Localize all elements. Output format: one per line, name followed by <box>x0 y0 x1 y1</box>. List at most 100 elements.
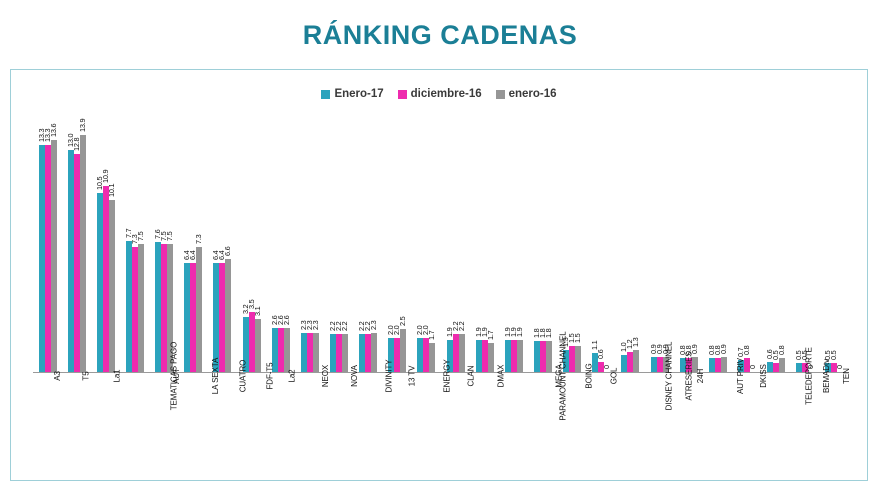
legend-item-diciembre-16[interactable]: diciembre-16 <box>397 88 482 100</box>
bar-value-label: 0.8 <box>777 345 787 356</box>
bar-value-label: 10.1 <box>106 183 116 197</box>
bar[interactable]: 0.9 <box>719 344 728 372</box>
x-axis-tick-label: NOVA <box>349 365 359 387</box>
bar[interactable]: 1.9 <box>503 327 512 372</box>
bar[interactable]: 0.9 <box>655 344 664 372</box>
bar[interactable]: 3.5 <box>247 300 256 372</box>
bar[interactable]: 7.5 <box>159 231 168 372</box>
bar[interactable]: 1.9 <box>474 327 483 372</box>
bar[interactable]: 2.5 <box>398 317 407 372</box>
bar[interactable]: 2.0 <box>421 325 430 372</box>
bar[interactable]: 2.6 <box>270 315 279 372</box>
bar[interactable]: 0.5 <box>794 351 803 372</box>
bar[interactable]: 7.3 <box>194 235 203 372</box>
bar-group: 1.0 1.2 1.3 <box>616 116 645 372</box>
bar[interactable]: 2.2 <box>334 322 343 372</box>
bar-value-label: 0.6 <box>596 349 606 359</box>
bar[interactable]: 6.4 <box>211 250 220 372</box>
bar[interactable]: 1.5 <box>573 334 582 372</box>
bar[interactable]: 0.5 <box>771 351 780 372</box>
bar[interactable]: 1.9 <box>480 327 489 372</box>
bar[interactable]: 2.2 <box>451 322 460 372</box>
bar[interactable]: 6.6 <box>223 247 232 372</box>
bar[interactable]: 1.3 <box>631 337 640 372</box>
bar[interactable]: 3.1 <box>253 307 262 372</box>
bar[interactable]: 7.7 <box>124 228 133 372</box>
bar[interactable]: 1.3 <box>561 337 570 372</box>
bar[interactable]: 0.5 <box>800 351 809 372</box>
bar[interactable]: 2.2 <box>457 322 466 372</box>
bar[interactable]: 0.5 <box>829 351 838 372</box>
bar[interactable]: 1.8 <box>544 329 553 372</box>
bar[interactable]: 1.2 <box>625 339 634 372</box>
bar[interactable]: 2.2 <box>357 322 366 372</box>
bar[interactable]: 2.3 <box>299 320 308 372</box>
bar[interactable]: 7.5 <box>136 231 145 372</box>
bar[interactable]: 2.2 <box>340 322 349 372</box>
bar[interactable]: 0.8 <box>742 346 751 372</box>
bar[interactable]: 0.6 <box>765 349 774 372</box>
bar[interactable]: 2.6 <box>282 315 291 372</box>
legend-item-enero-16[interactable]: enero-16 <box>495 88 557 100</box>
bar-cluster: 6.4 6.4 6.6 <box>211 116 232 372</box>
bar[interactable]: 10.9 <box>101 170 110 372</box>
bar[interactable]: 6.4 <box>182 250 191 372</box>
bar[interactable]: 1.1 <box>590 341 599 372</box>
bar[interactable]: 2.0 <box>386 325 395 372</box>
bar[interactable]: 2.6 <box>276 315 285 372</box>
bar[interactable]: 1.9 <box>515 327 524 372</box>
bar[interactable]: 1.7 <box>427 330 436 372</box>
bar[interactable]: 1.9 <box>509 327 518 372</box>
bar[interactable]: 0.9 <box>690 344 699 372</box>
bar[interactable]: 13.6 <box>49 124 58 372</box>
bar[interactable]: 2.2 <box>363 322 372 372</box>
bar[interactable]: 0.8 <box>777 346 786 372</box>
bar[interactable]: 7.3 <box>130 235 139 372</box>
bar[interactable]: 0.8 <box>684 346 693 372</box>
bar-group: 3.2 3.5 3.1 <box>237 116 266 372</box>
bar[interactable]: 7.5 <box>165 231 174 372</box>
bar[interactable]: 1.7 <box>486 330 495 372</box>
bar[interactable]: 2.2 <box>328 322 337 372</box>
bar[interactable]: 1.0 <box>619 342 628 372</box>
bar-group: 1.3 1.5 1.5 <box>558 116 587 372</box>
bar[interactable]: 13.9 <box>78 118 87 372</box>
bar-value-label: 2.3 <box>310 320 320 330</box>
bar[interactable]: 13.3 <box>43 129 52 372</box>
bar-cluster: 6.4 6.4 7.3 <box>182 116 203 372</box>
bar-value-label: 2.2 <box>339 321 349 332</box>
bar[interactable]: 7.6 <box>153 230 162 372</box>
bar-cluster: 3.2 3.5 3.1 <box>241 116 262 372</box>
bar[interactable]: 6.4 <box>188 250 197 372</box>
bar[interactable]: 0.8 <box>713 346 722 372</box>
bar[interactable]: 10.1 <box>107 183 116 372</box>
bar[interactable]: 12.8 <box>72 137 81 372</box>
bar-value-label: 6.6 <box>223 246 233 257</box>
legend-item-enero-17[interactable]: Enero-17 <box>321 88 384 100</box>
bar[interactable]: 0.8 <box>707 346 716 372</box>
bar[interactable]: 10.5 <box>95 176 104 372</box>
bar[interactable]: 2.0 <box>392 325 401 372</box>
bar[interactable]: 2.3 <box>305 320 314 372</box>
bar[interactable]: 0.9 <box>649 344 658 372</box>
bar[interactable]: 0.5 <box>823 351 832 372</box>
bar[interactable]: 1.9 <box>445 327 454 372</box>
bar[interactable]: 13.3 <box>37 129 46 372</box>
bar[interactable]: 0.9 <box>661 344 670 372</box>
bar[interactable]: 0.6 <box>596 349 605 372</box>
bar[interactable]: 2.3 <box>311 320 320 372</box>
bar[interactable]: 1.8 <box>538 329 547 372</box>
bar[interactable]: 1.5 <box>567 334 576 372</box>
bar[interactable]: 1.8 <box>532 329 541 372</box>
bar-group: 1.9 1.9 1.7 <box>470 116 499 372</box>
bar[interactable]: 3.2 <box>241 305 250 372</box>
bar[interactable]: 6.4 <box>217 250 226 372</box>
bar[interactable]: 0.7 <box>736 348 745 372</box>
bar-group: 2.0 2.0 1.7 <box>412 116 441 372</box>
x-axis-tick-label: DISNEY CHANNEL <box>664 341 674 411</box>
bar[interactable]: 2.3 <box>369 320 378 372</box>
bar[interactable]: 0.8 <box>678 346 687 372</box>
bar[interactable]: 13.0 <box>66 134 75 372</box>
bar[interactable]: 2.0 <box>415 325 424 372</box>
bar-cluster: 0.8 0.8 0.9 <box>707 116 728 372</box>
